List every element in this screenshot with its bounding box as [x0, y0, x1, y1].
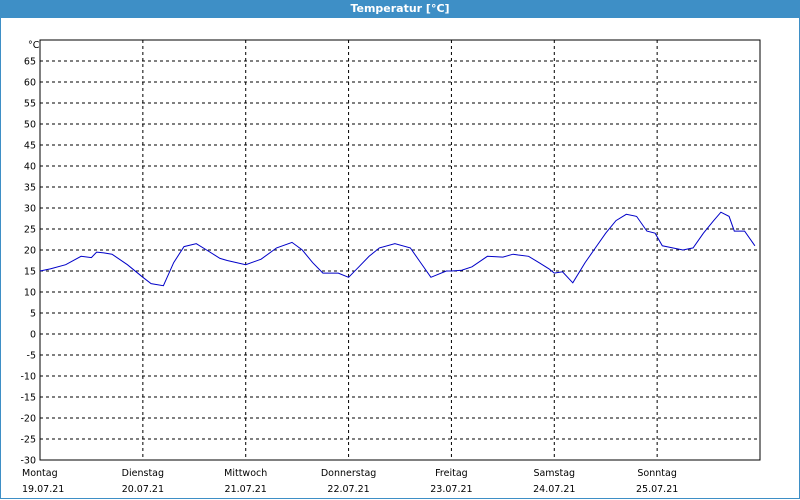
- y-tick-label: 60: [24, 78, 36, 89]
- x-tick-date-label: 22.07.21: [327, 484, 369, 495]
- y-tick-label: 10: [24, 288, 36, 299]
- y-tick-label: -20: [20, 414, 36, 425]
- y-tick-label: 50: [24, 120, 36, 131]
- x-tick-day-label: Samstag: [533, 468, 575, 479]
- x-tick-day-label: Donnerstag: [321, 468, 376, 479]
- y-tick-label: 35: [24, 183, 36, 194]
- y-tick-label: 25: [24, 225, 36, 236]
- y-tick-label: -30: [20, 456, 36, 467]
- x-tick-date-label: 24.07.21: [533, 484, 575, 495]
- chart-title: Temperatur [°C]: [350, 2, 450, 15]
- y-tick-label: 30: [24, 204, 36, 215]
- x-tick-day-label: Freitag: [435, 468, 468, 479]
- x-tick-day-label: Dienstag: [122, 468, 164, 479]
- x-tick-date-label: 25.07.21: [636, 484, 678, 495]
- y-tick-label: 55: [24, 99, 36, 110]
- x-tick-date-label: 19.07.21: [22, 484, 64, 495]
- y-tick-label: -15: [20, 393, 36, 404]
- y-tick-label: 0: [30, 330, 36, 341]
- y-tick-label: -25: [20, 435, 36, 446]
- x-tick-date-label: 23.07.21: [430, 484, 472, 495]
- y-tick-label: 5: [30, 309, 36, 320]
- y-tick-label: 40: [24, 162, 36, 173]
- y-tick-label: 15: [24, 267, 36, 278]
- y-tick-label: 65: [24, 57, 36, 68]
- y-tick-label: -5: [27, 351, 36, 362]
- x-tick-date-label: 21.07.21: [225, 484, 267, 495]
- y-axis-unit-label: °C: [28, 40, 40, 51]
- y-tick-label: -10: [20, 372, 36, 383]
- temperature-series-line: [39, 211, 756, 287]
- chart-title-bar: Temperatur [°C]: [0, 0, 800, 18]
- y-tick-label: 20: [24, 246, 36, 257]
- y-tick-label: 45: [24, 141, 36, 152]
- x-tick-day-label: Montag: [22, 468, 58, 479]
- x-tick-day-label: Sonntag: [637, 468, 676, 479]
- x-tick-day-label: Mittwoch: [224, 468, 267, 479]
- x-tick-date-label: 20.07.21: [122, 484, 164, 495]
